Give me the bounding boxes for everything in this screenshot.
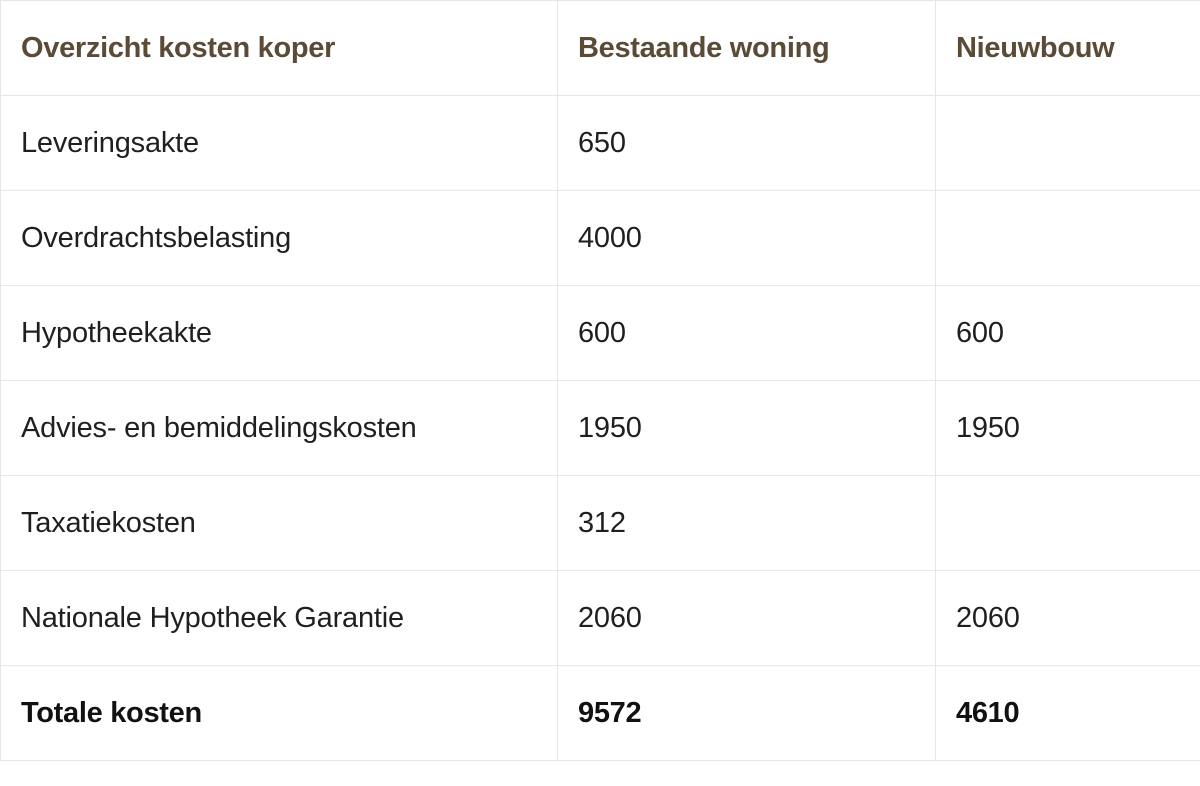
row-label: Hypotheekakte — [0, 285, 558, 381]
row-label: Overdrachtsbelasting — [0, 190, 558, 286]
row-label: Leveringsakte — [0, 95, 558, 191]
bestaand-value: 600 — [557, 285, 936, 381]
bestaand-value: 650 — [557, 95, 936, 191]
bestaand-value: 1950 — [557, 380, 936, 476]
bestaand-value: 4000 — [557, 190, 936, 286]
header-row: Overzicht kosten koper Bestaande woning … — [0, 0, 1200, 96]
bestaand-value: 2060 — [557, 570, 936, 666]
header-nieuwbouw: Nieuwbouw — [935, 0, 1200, 96]
table-row: Leveringsakte 650 — [0, 95, 1200, 191]
nieuwbouw-value: 1950 — [935, 380, 1200, 476]
nieuwbouw-value — [935, 95, 1200, 191]
row-label: Advies- en bemiddelingskosten — [0, 380, 558, 476]
table-row: Advies- en bemiddelingskosten 1950 1950 — [0, 380, 1200, 476]
nieuwbouw-value — [935, 475, 1200, 571]
total-label: Totale kosten — [0, 665, 558, 761]
header-overzicht: Overzicht kosten koper — [0, 0, 558, 96]
nieuwbouw-value: 600 — [935, 285, 1200, 381]
nieuwbouw-value — [935, 190, 1200, 286]
bestaand-value: 312 — [557, 475, 936, 571]
total-bestaand-value: 9572 — [557, 665, 936, 761]
table-footer: Totale kosten 9572 4610 — [0, 665, 1200, 761]
table-row: Taxatiekosten 312 — [0, 475, 1200, 571]
table-row: Nationale Hypotheek Garantie 2060 2060 — [0, 570, 1200, 666]
total-nieuwbouw-value: 4610 — [935, 665, 1200, 761]
table-row: Hypotheekakte 600 600 — [0, 285, 1200, 381]
total-row: Totale kosten 9572 4610 — [0, 665, 1200, 761]
costs-table: Overzicht kosten koper Bestaande woning … — [0, 0, 1200, 761]
table-row: Overdrachtsbelasting 4000 — [0, 190, 1200, 286]
table-body: Leveringsakte 650 Overdrachtsbelasting 4… — [0, 95, 1200, 666]
row-label: Taxatiekosten — [0, 475, 558, 571]
table-header: Overzicht kosten koper Bestaande woning … — [0, 0, 1200, 96]
row-label: Nationale Hypotheek Garantie — [0, 570, 558, 666]
nieuwbouw-value: 2060 — [935, 570, 1200, 666]
header-bestaande-woning: Bestaande woning — [557, 0, 936, 96]
